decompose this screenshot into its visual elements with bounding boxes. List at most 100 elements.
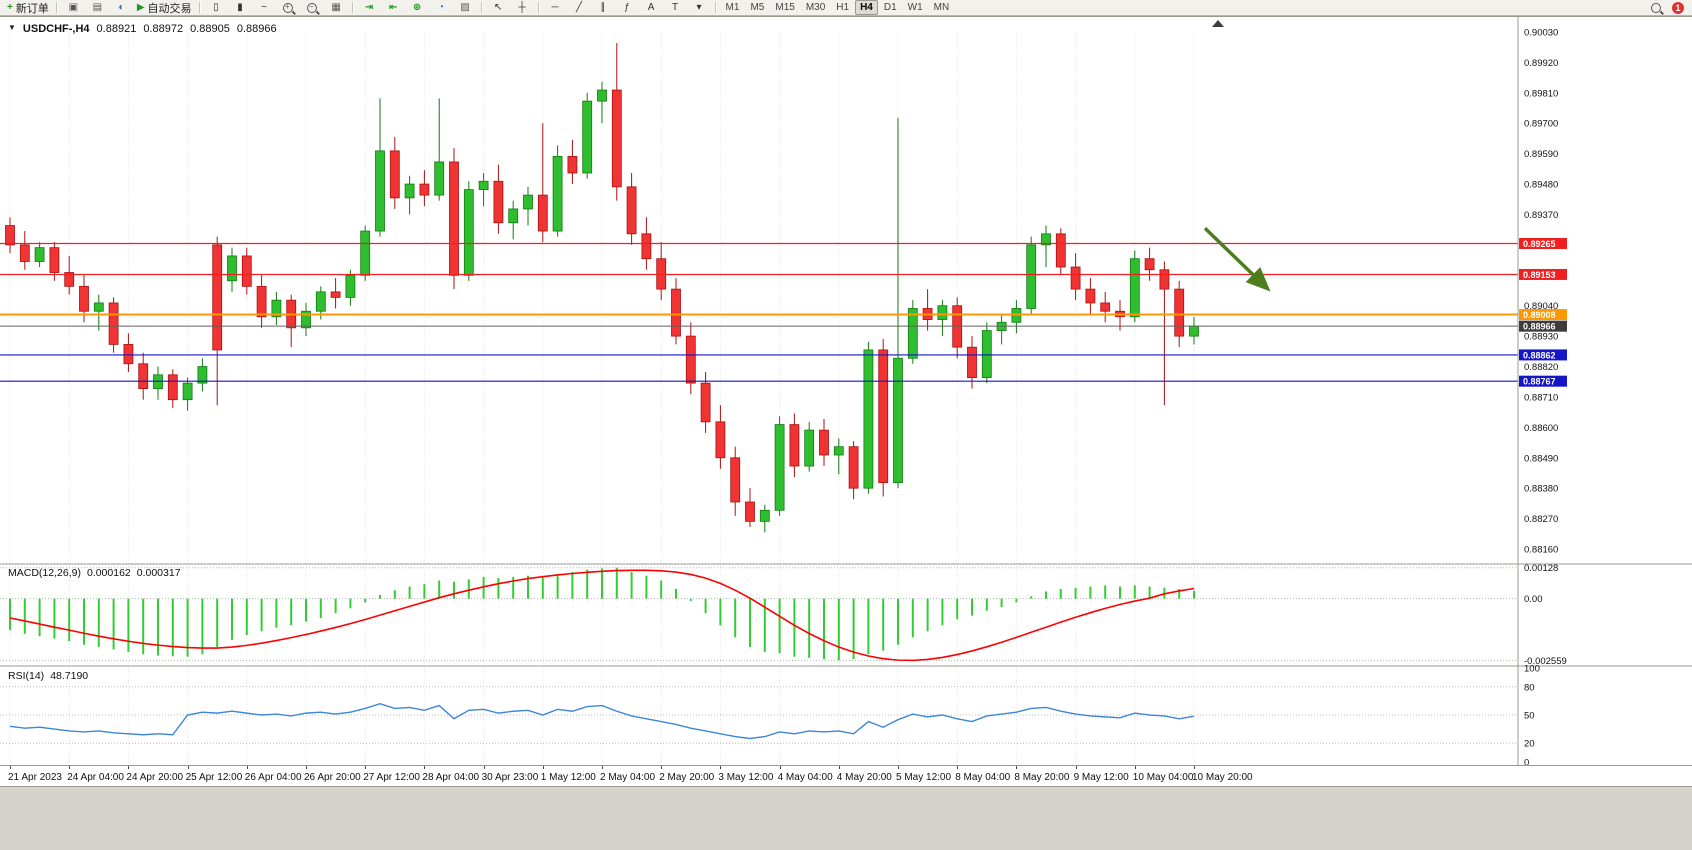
time-label: 10 May 20:00	[1192, 772, 1253, 783]
timeframe-h1[interactable]: H1	[836, 2, 850, 13]
time-axis[interactable]: 21 Apr 2023 24 Apr 04:00 24 Apr 20:00 25 Ap…	[0, 765, 1692, 787]
time-label: 2 May 04:00	[600, 772, 656, 783]
symbol-dropdown-icon[interactable]: ▼	[8, 23, 16, 32]
crosshair-icon: ┼	[518, 2, 526, 13]
timeframe-m30[interactable]: M30	[805, 2, 826, 13]
zoom-in-icon: +	[283, 2, 294, 13]
toolbar-separator	[198, 2, 201, 13]
svg-text:50: 50	[1524, 711, 1535, 722]
status-area	[0, 786, 1692, 850]
time-label: 10 May 04:00	[1132, 772, 1194, 783]
channel-icon: ∥	[600, 2, 606, 13]
cursor-button[interactable]: ↖	[487, 0, 510, 16]
macd-signal-value: 0.000317	[136, 567, 181, 579]
timeframe-m5[interactable]: M5	[750, 2, 765, 13]
trendline-button[interactable]: ╱	[568, 0, 591, 16]
svg-text:0.88270: 0.88270	[1524, 514, 1558, 525]
time-label: 3 May 12:00	[718, 772, 774, 783]
high-value: 0.88972	[143, 23, 184, 35]
zoom-in-button[interactable]: +	[277, 0, 300, 16]
templates-button[interactable]: ▨	[454, 0, 477, 16]
time-label: 24 Apr 20:00	[126, 772, 184, 783]
horizontal-line-icon: ─	[551, 2, 559, 13]
arrows-button[interactable]: ▾	[688, 0, 711, 16]
chart-shift-icon: ⇤	[388, 2, 398, 13]
svg-text:0: 0	[1524, 758, 1529, 769]
label-button[interactable]: T	[664, 0, 687, 16]
bar-chart-button[interactable]: ▯	[205, 0, 228, 16]
trendline-icon: ╱	[576, 2, 583, 13]
time-label: 4 May 04:00	[777, 772, 833, 783]
time-label: 8 May 04:00	[955, 772, 1011, 783]
templates-icon: ▨	[460, 2, 470, 13]
line-chart-icon: ~	[261, 2, 267, 13]
periods-button[interactable]: ◔	[430, 0, 453, 16]
svg-text:80: 80	[1524, 682, 1535, 693]
open-value: 0.88921	[96, 23, 137, 35]
svg-text:0.88966: 0.88966	[1523, 322, 1556, 332]
svg-text:-0.002559: -0.002559	[1524, 656, 1567, 667]
rsi-name: RSI(14)	[8, 670, 45, 682]
svg-text:0.88710: 0.88710	[1524, 392, 1558, 403]
time-label: 28 Apr 04:00	[422, 772, 480, 783]
toolbar: + 新订单 ▣ ▤ ◐ ▶ 自动交易 ▯ ▮ ~ + − ▦ ⇥ ⇤ ⊕ ◔ ▨…	[0, 0, 1692, 16]
svg-text:100: 100	[1524, 664, 1540, 675]
macd-main-value: 0.000162	[86, 567, 131, 579]
candlestick-chart-button[interactable]: ▮	[229, 0, 252, 16]
text-button[interactable]: A	[640, 0, 663, 16]
timeframe-m15[interactable]: M15	[775, 2, 795, 13]
chart-shift-button[interactable]: ⇤	[382, 0, 405, 16]
rsi-indicator-label: RSI(14) 48.7190	[8, 670, 88, 682]
svg-text:0.00128: 0.00128	[1524, 563, 1558, 574]
indicators-button[interactable]: ⊕	[406, 0, 429, 16]
candlestick-chart-icon: ▮	[237, 2, 243, 13]
indicators-icon: ⊕	[412, 2, 422, 13]
crosshair-button[interactable]: ┼	[511, 0, 534, 16]
auto-trading-button[interactable]: ▶ 自动交易	[134, 0, 195, 16]
svg-text:0.00: 0.00	[1524, 594, 1543, 605]
search-button[interactable]	[1644, 0, 1667, 16]
symbol-period-label: USDCHF-,H4	[22, 23, 90, 35]
toolbar-separator	[537, 2, 540, 13]
auto-scroll-button[interactable]: ⇥	[358, 0, 381, 16]
charts-button[interactable]: ▣	[62, 0, 85, 16]
new-order-button[interactable]: + 新订单	[4, 0, 52, 16]
toolbar-separator	[480, 2, 483, 13]
time-label: 5 May 12:00	[896, 772, 952, 783]
time-label: 2 May 20:00	[659, 772, 715, 783]
charts-icon: ▣	[68, 2, 79, 13]
search-icon	[1650, 2, 1661, 13]
timeframe-m1[interactable]: M1	[725, 2, 740, 13]
svg-text:0.88160: 0.88160	[1524, 545, 1558, 556]
chart-canvas[interactable]: 0.90030 0.89920 0.89810 0.89700 0.89590 0.894…	[0, 17, 1692, 787]
text-icon: A	[647, 2, 655, 13]
notification-badge[interactable]: 1	[1672, 1, 1684, 14]
timeframe-w1[interactable]: W1	[907, 2, 923, 13]
time-label: 30 Apr 23:00	[481, 772, 539, 783]
macd-indicator-label: MACD(12,26,9) 0.000162 0.000317	[8, 567, 181, 579]
toolbar-separator	[55, 2, 58, 13]
channel-button[interactable]: ∥	[592, 0, 615, 16]
svg-text:0.89008: 0.89008	[1523, 310, 1556, 320]
svg-text:0.88490: 0.88490	[1524, 453, 1558, 464]
timeframe-mn[interactable]: MN	[933, 2, 950, 13]
time-label: 26 Apr 04:00	[244, 772, 302, 783]
svg-text:0.89153: 0.89153	[1523, 270, 1556, 280]
svg-text:0.88820: 0.88820	[1524, 362, 1558, 373]
data-window-button[interactable]: ◐	[110, 0, 133, 16]
svg-text:0.89480: 0.89480	[1524, 180, 1558, 191]
periods-icon: ◔	[438, 2, 445, 13]
zoom-out-button[interactable]: −	[301, 0, 324, 16]
svg-text:0.89700: 0.89700	[1524, 119, 1558, 130]
fibonacci-button[interactable]: ƒ	[616, 0, 639, 16]
horizontal-line-button[interactable]: ─	[544, 0, 567, 16]
time-label: 26 Apr 20:00	[304, 772, 361, 783]
auto-trading-label: 自动交易	[147, 2, 192, 15]
timeframe-d1[interactable]: D1	[883, 2, 897, 13]
zoom-out-icon: −	[307, 2, 318, 13]
tile-windows-button[interactable]: ▦	[325, 0, 348, 16]
time-label: 9 May 12:00	[1073, 772, 1129, 783]
profiles-button[interactable]: ▤	[86, 0, 109, 16]
timeframe-h4[interactable]: H4	[855, 0, 878, 15]
line-chart-button[interactable]: ~	[253, 0, 276, 16]
